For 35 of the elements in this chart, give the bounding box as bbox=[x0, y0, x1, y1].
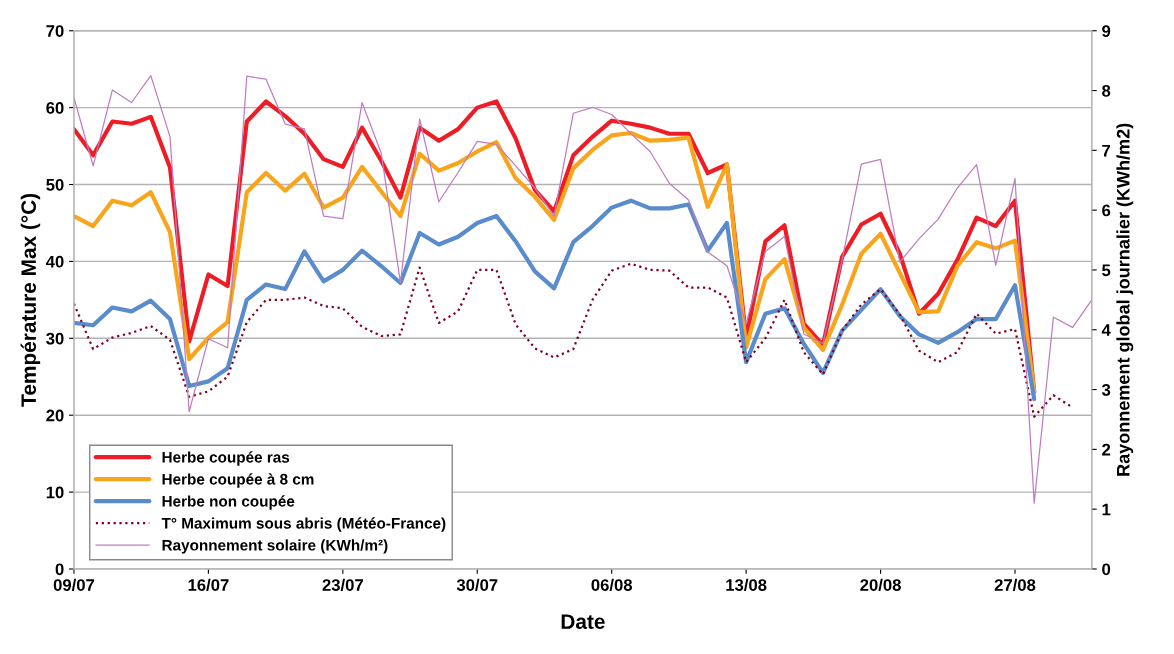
legend-label: Rayonnement solaire (KWh/m²) bbox=[162, 539, 388, 554]
x-tick-label: 23/07 bbox=[322, 578, 363, 592]
x-tick-label: 20/08 bbox=[860, 578, 901, 592]
y-tick-label: 20 bbox=[46, 409, 64, 422]
y2-tick-label: 3 bbox=[1101, 383, 1111, 396]
legend-label: T° Maximum sous abris (Météo-France) bbox=[161, 517, 446, 532]
x-tick-label: 06/08 bbox=[591, 578, 633, 592]
legend-label: Herbe coupée ras bbox=[162, 451, 290, 466]
y2-tick-label: 5 bbox=[1102, 264, 1111, 277]
y2-tick-label: 0 bbox=[1102, 563, 1111, 576]
legend-label: Herbe coupée à 8 cm bbox=[162, 473, 314, 488]
y2-tick-label: 9 bbox=[1102, 25, 1111, 37]
y2-tick-label: 6 bbox=[1102, 204, 1111, 217]
x-tick-label: 16/07 bbox=[188, 578, 229, 592]
y-tick-label: 40 bbox=[45, 255, 64, 268]
y-tick-label: 10 bbox=[46, 486, 64, 499]
y-tick-label: 50 bbox=[46, 178, 64, 191]
y2-tick-label: 8 bbox=[1102, 84, 1111, 97]
x-tick-label: 27/08 bbox=[994, 578, 1036, 592]
line-series bbox=[73, 198, 1037, 402]
y2-tick-label: 7 bbox=[1102, 144, 1111, 157]
y2-tick-label: 4 bbox=[1101, 324, 1111, 336]
x-tick-label: 13/08 bbox=[726, 578, 767, 592]
x-tick-label: 09/07 bbox=[53, 578, 95, 592]
y2-tick-label: 1 bbox=[1102, 503, 1111, 516]
y-axis-title: Température Max (°C) bbox=[20, 193, 41, 407]
y2-axis-title: Rayonnement global journalier (KWh/m2) bbox=[1116, 123, 1134, 476]
legend-label: Herbe non coupée bbox=[162, 495, 295, 510]
y2-tick-label: 2 bbox=[1102, 443, 1111, 456]
y-tick-label: 70 bbox=[46, 25, 64, 37]
y-tick-label: 30 bbox=[46, 332, 64, 345]
x-axis-title: Date bbox=[561, 614, 605, 629]
x-tick-label: 30/07 bbox=[456, 578, 498, 592]
y-tick-label: 0 bbox=[55, 563, 64, 576]
y-tick-label: 60 bbox=[46, 102, 64, 114]
